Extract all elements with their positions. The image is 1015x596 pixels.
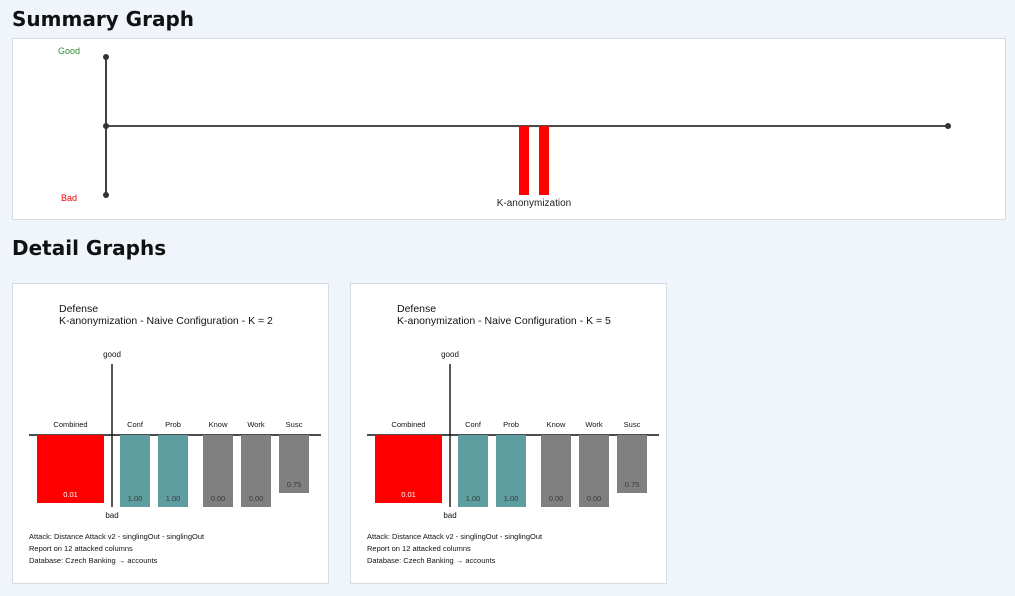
detail-card: Defense K-anonymization - Naive Configura… — [350, 283, 667, 584]
value-label: 0.01 — [63, 490, 78, 499]
detail-bar — [120, 435, 150, 507]
axis-mid-dot — [103, 123, 109, 129]
footer-line: Database: Czech Banking → accounts — [367, 556, 496, 565]
detail-bar — [37, 435, 104, 503]
footer-line: Attack: Distance Attack v2 - singlingOut… — [367, 532, 543, 541]
category-label: Combined — [53, 420, 87, 429]
summary-bar — [519, 126, 529, 195]
footer-line: Database: Czech Banking → accounts — [29, 556, 158, 565]
detail-bar — [458, 435, 488, 507]
summary-graph-title: Summary Graph — [12, 7, 195, 31]
summary-bar — [539, 126, 549, 195]
value-label: 0.75 — [625, 480, 640, 489]
category-label: Prob — [165, 420, 181, 429]
detail-bar — [579, 435, 609, 507]
value-label: 0.75 — [287, 480, 302, 489]
detail-bar — [279, 435, 309, 493]
category-label: Combined — [391, 420, 425, 429]
good-label: good — [103, 350, 121, 359]
category-label: Work — [585, 420, 603, 429]
footer-line: Report on 12 attacked columns — [29, 544, 133, 553]
summary-chart: Good Bad K-anonymization — [58, 46, 951, 209]
category-label: Susc — [624, 420, 641, 429]
detail-chart-title: Defense — [397, 303, 436, 315]
detail-chart-title: Defense — [59, 303, 98, 315]
bad-label: bad — [105, 511, 118, 520]
value-label: 1.00 — [166, 494, 181, 503]
axis-bottom-dot — [103, 192, 109, 198]
detail-card: Defense K-anonymization - Naive Configura… — [12, 283, 329, 584]
category-label: Know — [209, 420, 228, 429]
value-label: 0.00 — [211, 494, 226, 503]
detail-bar — [158, 435, 188, 507]
category-label: Work — [247, 420, 265, 429]
detail-bar — [496, 435, 526, 507]
axis-end-dot — [945, 123, 951, 129]
footer-line: Report on 12 attacked columns — [367, 544, 471, 553]
category-label: Prob — [503, 420, 519, 429]
value-label: 0.00 — [587, 494, 602, 503]
category-label: Conf — [127, 420, 144, 429]
category-label: Conf — [465, 420, 482, 429]
detail-bar — [241, 435, 271, 507]
value-label: 1.00 — [504, 494, 519, 503]
category-label: Susc — [286, 420, 303, 429]
value-label: 0.00 — [249, 494, 264, 503]
detail-graphs-title: Detail Graphs — [12, 236, 167, 260]
bad-label: Bad — [61, 193, 77, 203]
detail-bar — [203, 435, 233, 507]
value-label: 0.00 — [549, 494, 564, 503]
good-label: Good — [58, 46, 80, 56]
value-label: 1.00 — [466, 494, 481, 503]
summary-group-label: K-anonymization — [497, 198, 571, 209]
detail-bar — [375, 435, 442, 503]
axis-top-dot — [103, 54, 109, 60]
value-label: 0.01 — [401, 490, 416, 499]
detail-bar — [617, 435, 647, 493]
category-label: Know — [547, 420, 566, 429]
detail-chart-subtitle: K-anonymization - Naive Configuration - … — [397, 315, 611, 327]
summary-graph-panel: Good Bad K-anonymization — [12, 38, 1006, 220]
bad-label: bad — [443, 511, 456, 520]
detail-chart-subtitle: K-anonymization - Naive Configuration - … — [59, 315, 273, 327]
footer-line: Attack: Distance Attack v2 - singlingOut… — [29, 532, 205, 541]
detail-bar — [541, 435, 571, 507]
value-label: 1.00 — [128, 494, 143, 503]
good-label: good — [441, 350, 459, 359]
